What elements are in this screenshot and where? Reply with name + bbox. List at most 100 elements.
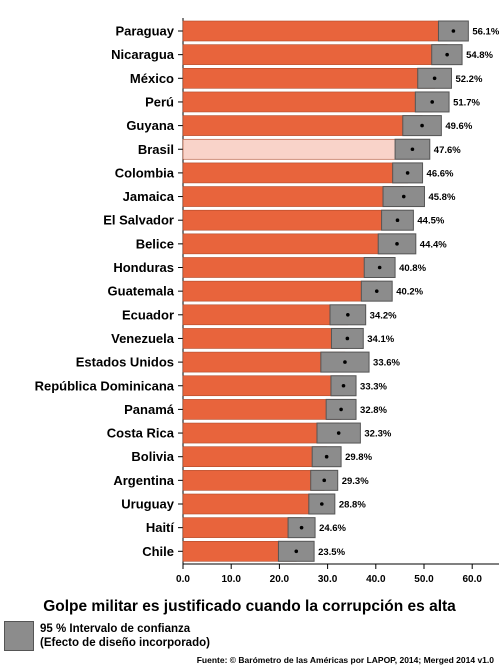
point-estimate xyxy=(374,289,379,293)
x-tick-label: 0.0 xyxy=(176,574,190,585)
y-tick-label: Uruguay xyxy=(121,497,175,512)
data-label: 51.7% xyxy=(453,97,480,108)
point-estimate xyxy=(294,549,299,554)
x-tick-label: 60.0 xyxy=(462,574,482,585)
data-label: 33.3% xyxy=(360,381,387,392)
y-tick-label: Colombia xyxy=(115,165,175,180)
data-label: 40.8% xyxy=(399,263,426,274)
bar xyxy=(182,44,448,65)
point-estimate xyxy=(339,407,343,412)
point-estimate xyxy=(324,454,329,459)
data-label: 44.5% xyxy=(417,216,444,227)
point-estimate xyxy=(395,218,400,222)
bar xyxy=(182,375,344,397)
y-tick-label: Haití xyxy=(146,520,175,535)
legend-text: 95 % Intervalo de confianza (Efecto de d… xyxy=(40,622,210,650)
data-label: 24.6% xyxy=(319,523,346,534)
legend-line-1: 95 % Intervalo de confianza xyxy=(40,623,191,635)
point-estimate xyxy=(341,383,346,388)
bar xyxy=(182,399,342,420)
x-tick-label: 30.0 xyxy=(318,574,338,585)
point-estimate xyxy=(322,478,327,483)
bar xyxy=(182,186,405,207)
point-estimate xyxy=(405,171,410,175)
y-tick-label: Jamaica xyxy=(123,189,175,204)
bar xyxy=(182,470,325,491)
y-tick-label: Guyana xyxy=(126,118,174,133)
data-label: 29.3% xyxy=(342,476,369,487)
y-tick-label: República Dominicana xyxy=(35,378,175,393)
y-tick-label: Venezuela xyxy=(111,331,175,346)
bar xyxy=(182,91,433,113)
y-tick-label: El Salvador xyxy=(103,213,174,228)
bar xyxy=(182,138,413,160)
y-tick-label: Bolivia xyxy=(131,449,174,464)
bar xyxy=(182,280,378,302)
bar xyxy=(182,493,323,515)
source-note: Fuente: © Barómetro de las Américas por … xyxy=(196,655,494,665)
y-tick-label: Nicaragua xyxy=(111,47,175,62)
point-estimate xyxy=(299,525,304,530)
bar xyxy=(182,20,454,42)
data-label: 54.8% xyxy=(466,50,493,61)
point-estimate xyxy=(432,76,437,81)
point-estimate xyxy=(410,147,415,152)
point-estimate xyxy=(430,100,434,104)
data-label: 32.8% xyxy=(360,405,387,416)
point-estimate xyxy=(345,336,350,341)
bar-chart: Paraguay 56.1% Nicaragua 54.8% México 52.2% Pe… xyxy=(35,18,499,585)
y-tick-label: Estados Unidos xyxy=(76,355,174,370)
data-label: 32.3% xyxy=(364,429,391,440)
x-tick-label: 40.0 xyxy=(366,574,386,585)
y-tick-label: Ecuador xyxy=(122,307,174,322)
data-label: 56.1% xyxy=(472,27,499,38)
data-label: 40.2% xyxy=(396,287,423,298)
y-tick-label: Argentina xyxy=(113,473,174,488)
data-label: 28.8% xyxy=(339,500,366,511)
y-tick-label: Chile xyxy=(142,544,174,559)
data-label: 52.2% xyxy=(455,74,482,85)
point-estimate xyxy=(320,502,324,506)
y-tick-label: Honduras xyxy=(113,260,174,275)
y-tick-label: Panamá xyxy=(124,402,175,417)
point-estimate xyxy=(445,52,449,57)
bar xyxy=(182,422,339,444)
y-tick-label: Costa Rica xyxy=(107,426,175,441)
bar xyxy=(182,162,408,184)
bar xyxy=(182,115,423,136)
bar xyxy=(182,233,398,255)
x-tick-label: 20.0 xyxy=(270,574,290,585)
y-tick-label: Brasil xyxy=(138,142,174,157)
bar xyxy=(182,209,398,231)
data-label: 49.6% xyxy=(445,121,472,132)
chart-title: Golpe militar es justificado cuando la c… xyxy=(43,598,456,615)
data-label: 34.2% xyxy=(370,310,397,321)
point-estimate xyxy=(343,360,347,364)
bar xyxy=(182,68,435,89)
bar xyxy=(182,257,380,278)
y-tick-label: México xyxy=(130,71,174,86)
bar xyxy=(182,304,349,326)
data-label: 46.6% xyxy=(427,168,454,179)
point-estimate xyxy=(346,313,350,317)
point-estimate xyxy=(377,265,382,270)
bar xyxy=(182,446,327,468)
y-tick-label: Belice xyxy=(136,236,174,251)
y-tick-label: Paraguay xyxy=(115,24,174,39)
point-estimate xyxy=(451,29,456,33)
legend-ci-swatch xyxy=(4,621,34,651)
x-tick-label: 50.0 xyxy=(414,574,434,585)
point-estimate xyxy=(401,194,406,199)
bar xyxy=(182,517,302,538)
data-label: 47.6% xyxy=(434,145,461,156)
point-estimate xyxy=(336,431,341,435)
point-estimate xyxy=(420,123,424,128)
legend-line-2: (Efecto de diseño incorporado) xyxy=(40,637,210,649)
x-tick-label: 10.0 xyxy=(221,574,241,585)
bar xyxy=(182,328,348,349)
y-tick-label: Perú xyxy=(145,94,174,109)
data-label: 45.8% xyxy=(428,192,455,203)
point-estimate xyxy=(395,242,399,246)
data-label: 33.6% xyxy=(373,358,400,369)
data-label: 44.4% xyxy=(420,239,447,250)
